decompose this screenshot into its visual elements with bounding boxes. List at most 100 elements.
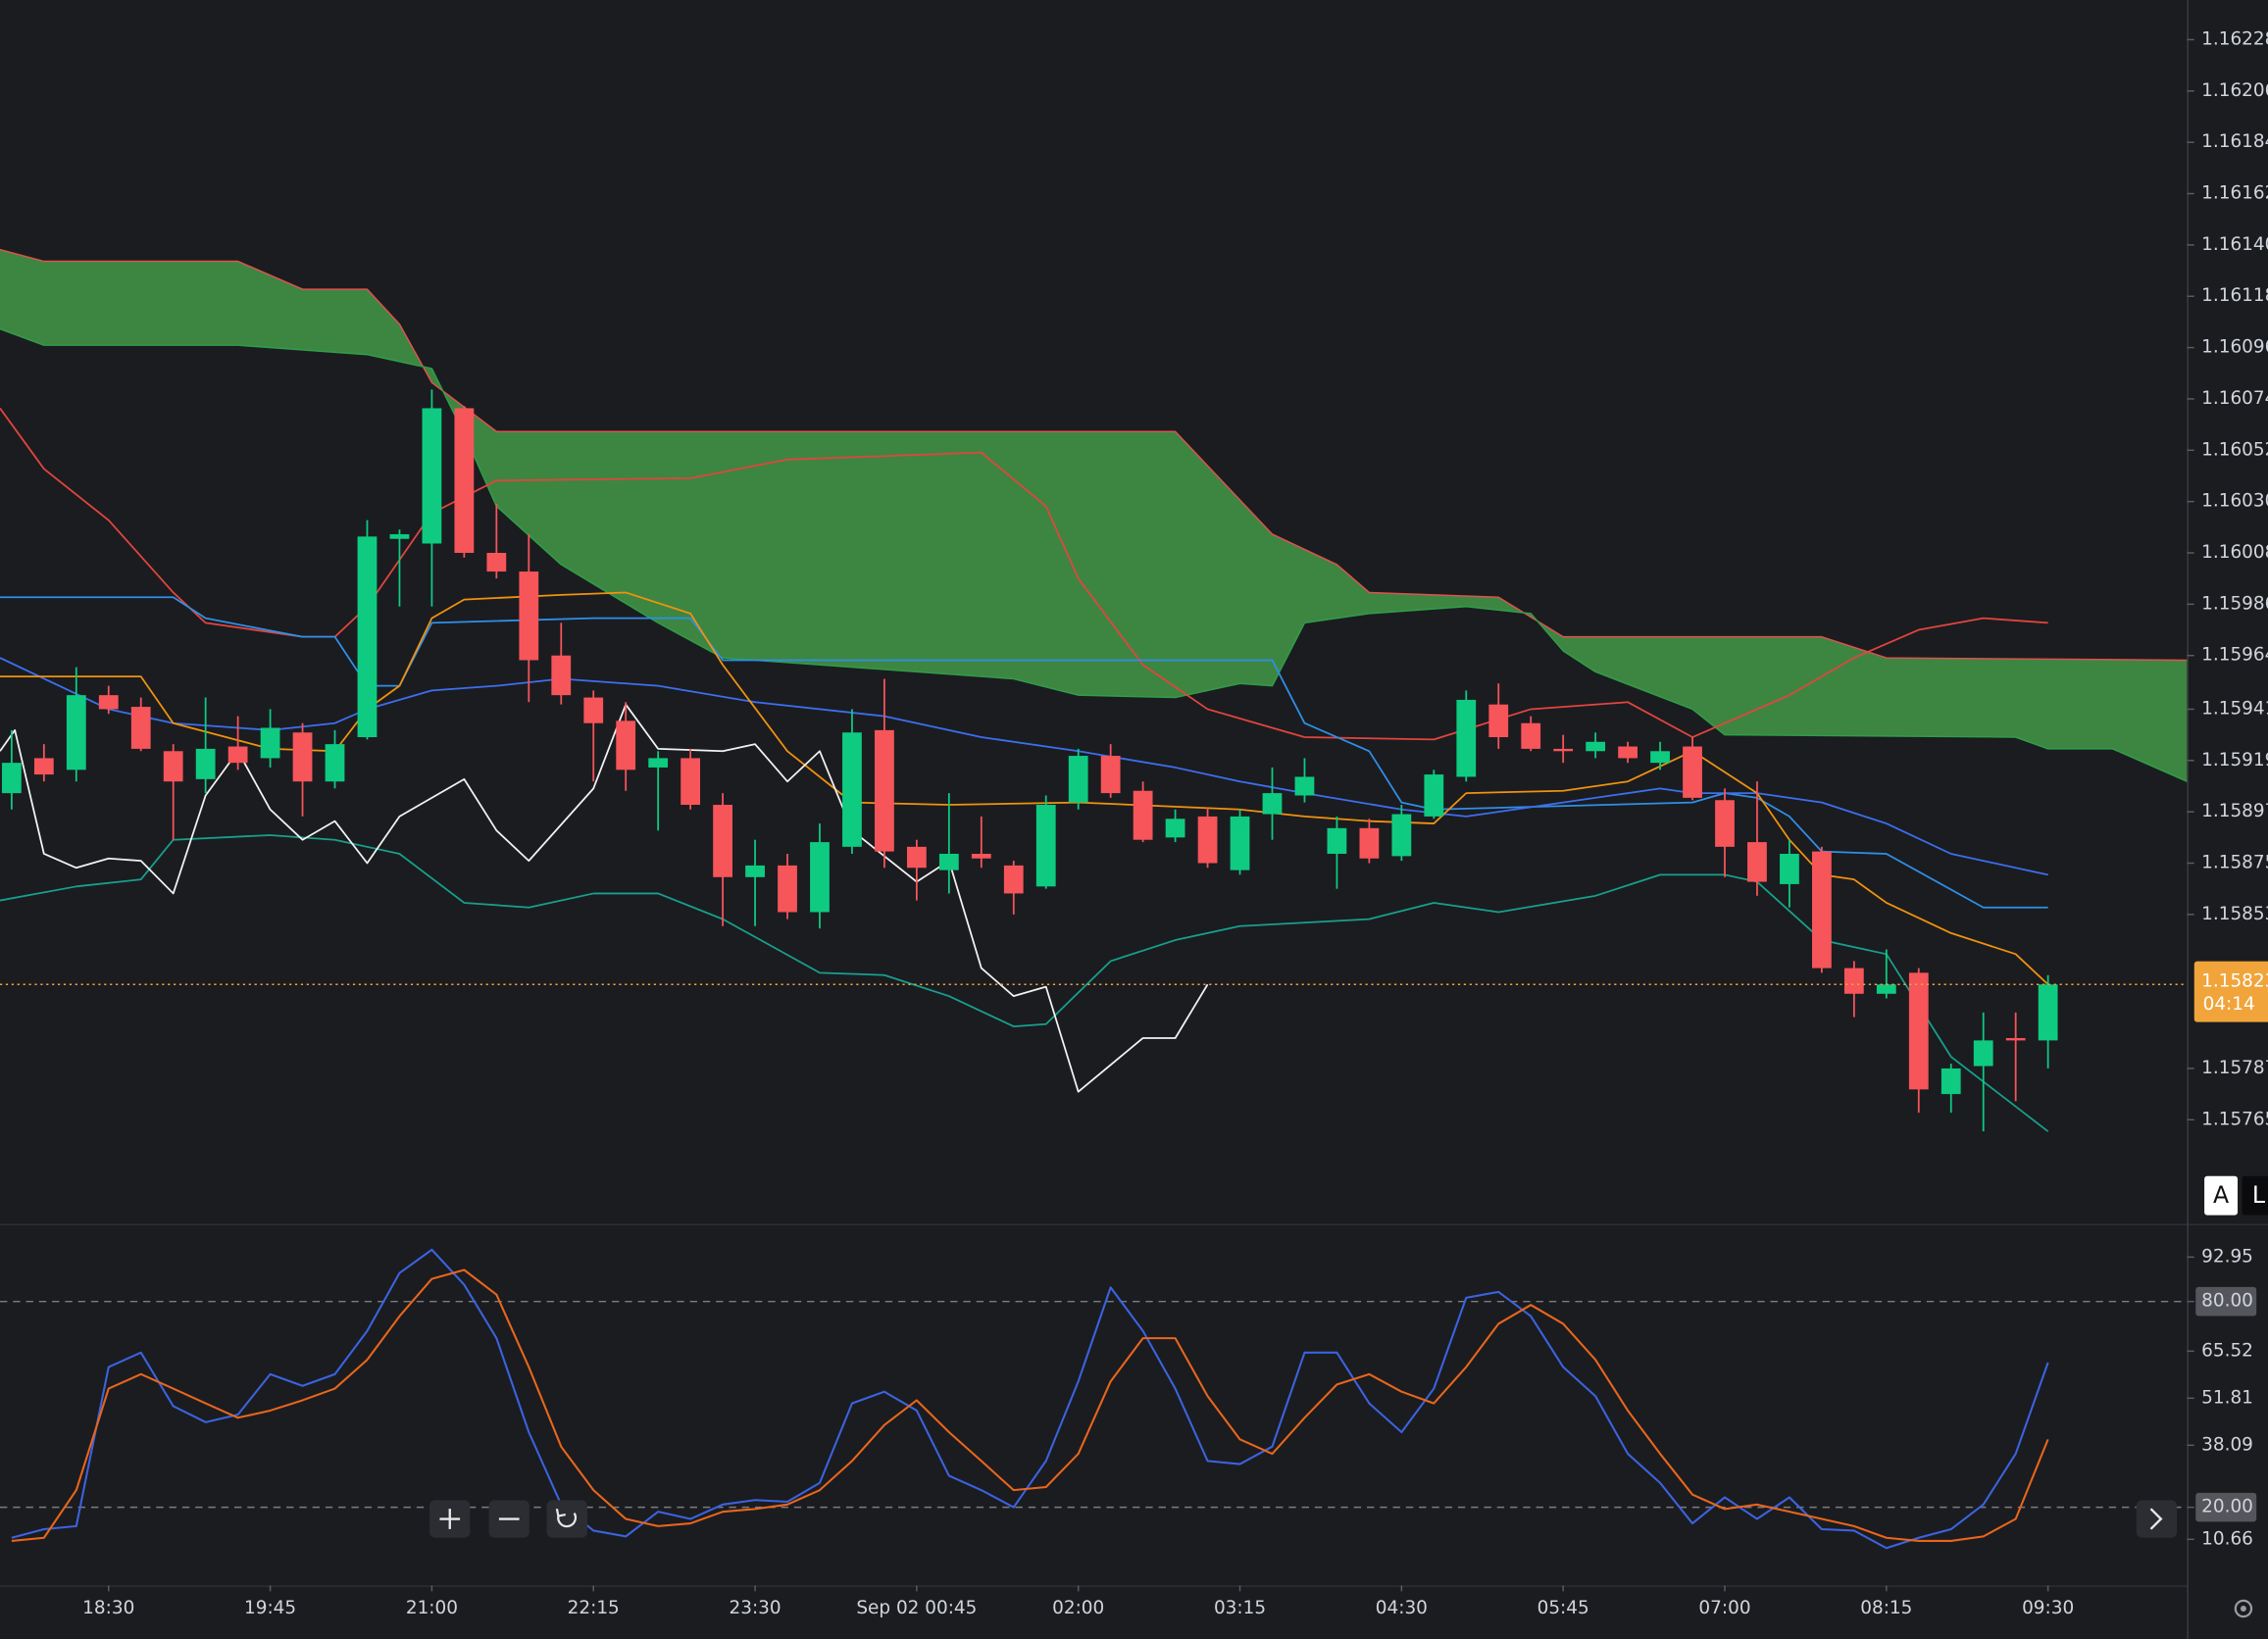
candle-body — [389, 533, 410, 539]
candle-body — [1780, 853, 1799, 884]
y-tick-label: 1.15765 — [2201, 1109, 2268, 1129]
y-tick-label: 1.16052 — [2201, 439, 2268, 460]
level-tag — [2195, 1492, 2257, 1522]
candle-body — [1133, 790, 1153, 840]
candle-body — [745, 865, 765, 877]
indicator-line — [0, 407, 2048, 741]
candle-body — [1973, 1040, 1993, 1067]
y-tick-label: 80.00 — [2201, 1291, 2253, 1312]
auto-button[interactable] — [2204, 1175, 2239, 1216]
candle-body — [551, 655, 572, 696]
candle-body — [1683, 746, 1702, 798]
cloud-span — [0, 248, 2188, 662]
candle-body — [454, 408, 475, 554]
candle-body — [1424, 774, 1444, 817]
candle-body — [1908, 972, 1929, 1090]
candle-body — [1747, 842, 1767, 882]
reset-button[interactable] — [546, 1500, 587, 1538]
log-button-label[interactable]: L — [2252, 1181, 2266, 1209]
candle-body — [1003, 865, 1024, 894]
candle-body — [260, 727, 280, 759]
y-tick-label: 1.16096 — [2201, 337, 2268, 358]
candle-body — [713, 805, 732, 877]
y-tick-label: 1.15964 — [2201, 645, 2268, 666]
candle-body — [1650, 751, 1670, 764]
x-tick-label: Sep 02 00:45 — [856, 1598, 977, 1618]
candle-body — [583, 697, 604, 723]
y-tick-label: 51.81 — [2201, 1387, 2253, 1408]
y-tick-label: 1.15853 — [2201, 904, 2268, 924]
y-tick-label: 1.15986 — [2201, 593, 2268, 614]
y-tick-label: 1.16228 — [2201, 28, 2268, 49]
last-price-label: 1.15823 — [2201, 970, 2268, 991]
candle-body — [98, 695, 119, 710]
auto-button-label[interactable]: A — [2213, 1181, 2229, 1209]
x-tick-label: 22:15 — [568, 1598, 620, 1618]
x-tick-label: 04:30 — [1376, 1598, 1428, 1618]
y-tick-label: 10.66 — [2201, 1528, 2253, 1549]
candle-body — [1197, 816, 1218, 864]
candle-body — [1488, 704, 1509, 738]
log-button[interactable] — [2242, 1175, 2268, 1216]
y-tick-label: 1.16008 — [2201, 542, 2268, 563]
settings-icon[interactable] — [2234, 1599, 2253, 1618]
x-tick-label: 19:45 — [244, 1598, 296, 1618]
y-tick-label: 1.16030 — [2201, 491, 2268, 512]
countdown-label: 04:14 — [2203, 994, 2255, 1015]
y-tick-label: 1.16184 — [2201, 131, 2268, 152]
x-tick-label: 09:30 — [2022, 1598, 2074, 1618]
stochastic-panel — [0, 1248, 2188, 1550]
candle-body — [1100, 756, 1121, 794]
y-tick-label: 1.15897 — [2201, 801, 2268, 821]
y-tick-label: 92.95 — [2201, 1246, 2253, 1266]
candle-body — [1327, 827, 1347, 854]
candle-body — [227, 746, 248, 764]
candle-body — [66, 695, 86, 770]
candle-body — [1876, 984, 1896, 994]
candle-body — [1294, 776, 1315, 796]
candle-body — [971, 853, 991, 859]
x-tick-label: 08:15 — [1860, 1598, 1912, 1618]
y-tick-label: 20.00 — [2201, 1497, 2253, 1517]
candle-body — [486, 553, 507, 572]
y-tick-label: 1.16162 — [2201, 183, 2268, 204]
zoom-out-button[interactable] — [488, 1500, 529, 1538]
stochastic-line — [11, 1248, 2049, 1550]
cloud-fill — [0, 249, 2188, 782]
x-tick-label: 03:15 — [1214, 1598, 1266, 1618]
price-panel — [0, 248, 2188, 1132]
candle-body — [1359, 827, 1380, 859]
candle-body — [1586, 741, 1606, 752]
candle-body — [810, 842, 830, 913]
zoom-in-button[interactable] — [429, 1500, 471, 1538]
candle-body — [2038, 984, 2058, 1041]
stochastic-line — [11, 1268, 2049, 1542]
candle-body — [1456, 699, 1477, 777]
candle-body — [130, 707, 151, 749]
candle-body — [1940, 1068, 1961, 1095]
candle-body — [1521, 722, 1541, 749]
candle-body — [1715, 800, 1735, 847]
candle-body — [1230, 816, 1250, 870]
candle-body — [1165, 819, 1185, 838]
candle-body — [1, 763, 22, 794]
y-tick-label: 1.15875 — [2201, 853, 2268, 873]
candle-body — [1618, 746, 1638, 759]
candle-body — [1843, 968, 1864, 994]
candle-body — [33, 758, 54, 775]
scroll-right-button[interactable] — [2136, 1500, 2178, 1538]
candle-body — [906, 846, 927, 869]
x-tick-label: 05:45 — [1537, 1598, 1589, 1618]
axes: 1.16228 1.16206 1.16184 1.16162 1.16140 1.161… — [82, 28, 2268, 1618]
x-tick-label: 07:00 — [1698, 1598, 1750, 1618]
candle-body — [616, 720, 636, 770]
level-tag — [2195, 1286, 2257, 1316]
cloud-span — [0, 327, 2188, 782]
candle-body — [2005, 1037, 2026, 1041]
candle-body — [1553, 748, 1574, 752]
y-tick-label: 1.16118 — [2201, 285, 2268, 306]
x-tick-label: 23:30 — [729, 1598, 781, 1618]
indicator-line — [0, 703, 1209, 1093]
